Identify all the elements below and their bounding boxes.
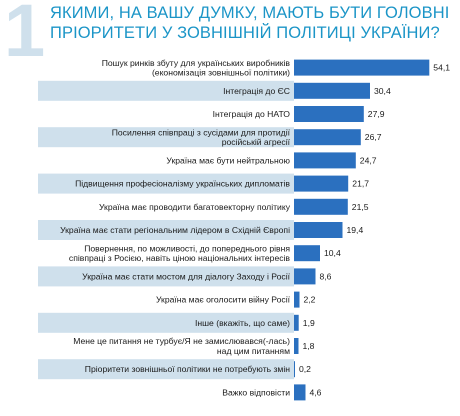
bar xyxy=(294,291,300,308)
category-label: Пошук ринків збуту для українських вироб… xyxy=(102,58,291,78)
bar xyxy=(294,129,361,146)
row-stripe xyxy=(38,173,294,194)
category-label: Інше (вкажіть, що саме) xyxy=(195,318,290,328)
category-label: Підвищення професіоналізму українських д… xyxy=(75,179,290,189)
value-label: 24,7 xyxy=(360,155,377,165)
row-stripe xyxy=(38,312,294,333)
category-label: Інтеграція до ЄС xyxy=(223,86,290,96)
value-label: 1,8 xyxy=(303,341,315,351)
value-label: 8,6 xyxy=(320,271,332,281)
value-label: 21,5 xyxy=(352,202,369,212)
row-stripe xyxy=(38,266,294,287)
bar xyxy=(294,222,343,238)
row-stripe xyxy=(38,80,294,101)
bar xyxy=(294,384,306,401)
category-label: Інтеграція до НАТО xyxy=(213,109,291,119)
row-stripe xyxy=(38,127,294,148)
category-label: Україна має оголосити війну Росії xyxy=(156,295,291,305)
value-label: 26,7 xyxy=(365,132,382,142)
bar xyxy=(294,82,370,99)
bar xyxy=(294,314,299,331)
value-label: 19,4 xyxy=(347,225,364,235)
bar xyxy=(294,175,349,192)
value-label: 0,2 xyxy=(299,364,311,374)
question-number: 1 xyxy=(4,0,45,72)
row-stripe xyxy=(38,359,294,380)
category-label: Повернення, по можливості, до попередньо… xyxy=(69,243,291,263)
category-label: Україна має проводити багатовекторну пол… xyxy=(99,202,291,212)
category-label: Мене це питання не турбує/Я не замислюва… xyxy=(73,336,290,356)
category-label: Пріоритети зовнішньої політики не потреб… xyxy=(85,364,290,374)
row-stripe xyxy=(38,220,294,240)
value-label: 1,9 xyxy=(303,318,315,328)
category-label: Важко відповісти xyxy=(222,387,290,397)
value-label: 4,6 xyxy=(310,387,322,397)
bar xyxy=(294,59,430,76)
value-label: 10,4 xyxy=(324,248,341,258)
value-label: 30,4 xyxy=(374,86,391,96)
bar xyxy=(294,106,364,122)
category-label: Україна має стати мостом для діалогу Зах… xyxy=(82,271,290,281)
category-label: Посилення співпраці з сусідами для проти… xyxy=(112,127,291,147)
bar xyxy=(294,361,295,378)
value-label: 21,7 xyxy=(352,179,369,189)
value-label: 2,2 xyxy=(304,295,316,305)
bar xyxy=(294,198,348,215)
value-label: 27,9 xyxy=(368,109,385,119)
bar xyxy=(294,338,299,354)
bar xyxy=(294,152,356,169)
chart-title: Якими, на вашу думку, мають бути головні… xyxy=(50,4,450,42)
bar xyxy=(294,268,316,285)
category-label: Україна має стати регіональним лідером в… xyxy=(60,225,290,235)
bar xyxy=(294,245,320,262)
value-label: 54,1 xyxy=(433,63,450,73)
category-label: Україна має бути нейтральною xyxy=(166,155,290,165)
